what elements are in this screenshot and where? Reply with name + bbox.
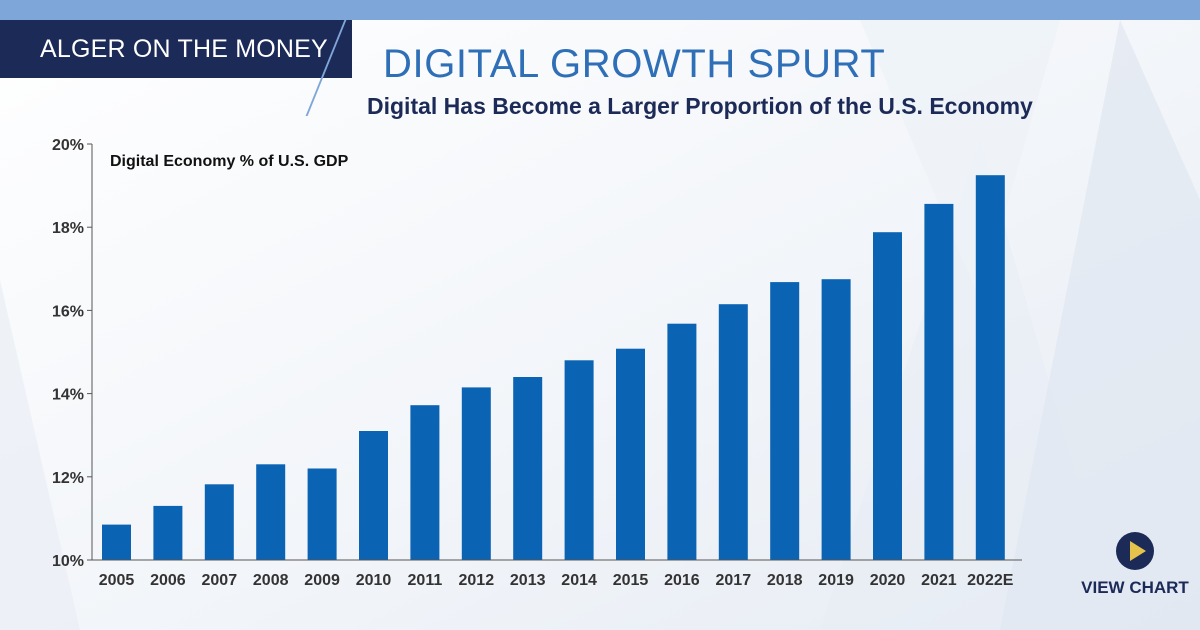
bar-2016 — [667, 323, 697, 560]
x-tick-label: 2007 — [202, 572, 238, 589]
y-tick-label: 14% — [52, 387, 84, 404]
y-tick-label: 12% — [52, 470, 84, 487]
x-tick-label: 2012 — [459, 572, 495, 589]
x-tick-label: 2008 — [253, 572, 289, 589]
x-tick-label: 2013 — [510, 572, 546, 589]
x-tick-label: 2017 — [716, 572, 752, 589]
bar-2010 — [359, 431, 388, 560]
bar-2012 — [461, 387, 491, 560]
bar-2022E — [975, 175, 1005, 560]
x-tick-label: 2010 — [356, 572, 392, 589]
view-chart-button[interactable]: VIEW CHART — [1070, 530, 1200, 600]
y-tick-label: 16% — [52, 303, 84, 320]
play-icon — [1116, 532, 1154, 570]
bar-2011 — [410, 405, 440, 560]
bar-2013 — [513, 377, 543, 560]
bar-2009 — [307, 468, 337, 560]
x-tick-label: 2019 — [818, 572, 854, 589]
y-tick-label: 20% — [52, 137, 84, 154]
bar-2007 — [204, 484, 234, 560]
view-chart-label: VIEW CHART — [1081, 578, 1189, 597]
bar-2019 — [821, 279, 851, 560]
x-tick-label: 2006 — [150, 572, 186, 589]
page-subtitle: Digital Has Become a Larger Proportion o… — [367, 93, 1033, 119]
chart-title: Digital Economy % of U.S. GDP — [110, 153, 349, 170]
bar-2017 — [718, 304, 748, 560]
bar-2021 — [924, 203, 954, 560]
y-tick-label: 18% — [52, 220, 84, 237]
x-tick-label: 2015 — [613, 572, 649, 589]
x-tick-label: 2009 — [304, 572, 340, 589]
bar-2015 — [616, 348, 645, 560]
bar-2020 — [873, 232, 902, 560]
x-tick-label: 2011 — [408, 572, 443, 589]
y-tick-label: 10% — [52, 553, 84, 570]
bar-2014 — [564, 360, 594, 560]
x-tick-label: 2014 — [561, 572, 597, 589]
page-title: DIGITAL GROWTH SPURT — [383, 42, 886, 86]
x-tick-label: 2005 — [99, 572, 135, 589]
x-tick-label: 2022E — [967, 572, 1014, 589]
x-tick-label: 2016 — [664, 572, 700, 589]
bar-2006 — [153, 505, 183, 560]
x-tick-label: 2018 — [767, 572, 803, 589]
bar-2008 — [256, 464, 286, 560]
bar-2005 — [102, 524, 131, 560]
top-band — [0, 0, 1200, 20]
x-tick-label: 2020 — [870, 572, 906, 589]
x-tick-label: 2021 — [921, 572, 957, 589]
brand-banner: ALGER ON THE MONEY — [0, 20, 352, 78]
bar-2018 — [770, 282, 800, 560]
